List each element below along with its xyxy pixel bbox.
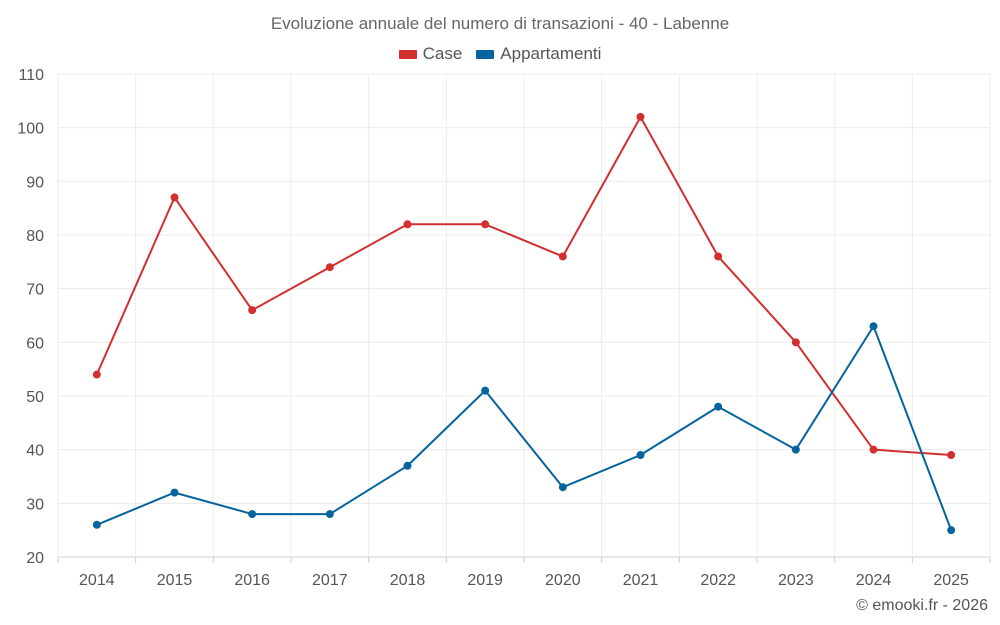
data-point-appartamenti[interactable] bbox=[636, 451, 645, 460]
series-line-appartamenti bbox=[96, 325, 953, 531]
data-point-case[interactable] bbox=[714, 252, 723, 261]
data-point-case[interactable] bbox=[403, 220, 412, 229]
y-tick-label: 50 bbox=[26, 389, 44, 406]
legend: Case Appartamenti bbox=[0, 44, 1000, 64]
data-point-case[interactable] bbox=[869, 445, 878, 454]
x-tick-label: 2015 bbox=[157, 572, 193, 589]
data-point-appartamenti[interactable] bbox=[791, 445, 800, 454]
y-tick-label: 90 bbox=[26, 174, 44, 191]
credit-text: © emooki.fr - 2026 bbox=[856, 597, 988, 614]
x-tick-label: 2021 bbox=[623, 572, 659, 589]
data-point-case[interactable] bbox=[248, 306, 257, 315]
data-point-case[interactable] bbox=[170, 193, 179, 202]
y-tick-label: 30 bbox=[26, 496, 44, 513]
data-point-appartamenti[interactable] bbox=[558, 483, 567, 492]
data-point-appartamenti[interactable] bbox=[869, 322, 878, 331]
y-tick-label: 110 bbox=[18, 67, 44, 84]
data-point-appartamenti[interactable] bbox=[248, 510, 257, 519]
y-tick-label: 20 bbox=[26, 550, 44, 567]
data-point-case[interactable] bbox=[947, 451, 956, 460]
legend-item-case[interactable]: Case bbox=[398, 44, 463, 64]
legend-swatch-case bbox=[398, 49, 417, 59]
y-tick-label: 40 bbox=[26, 443, 44, 460]
x-tick-label: 2024 bbox=[856, 572, 892, 589]
data-point-case[interactable] bbox=[791, 338, 800, 347]
data-point-case[interactable] bbox=[481, 220, 490, 229]
y-tick-label: 60 bbox=[26, 335, 44, 352]
data-point-appartamenti[interactable] bbox=[325, 510, 334, 519]
series-line-case bbox=[95, 115, 952, 457]
data-point-appartamenti[interactable] bbox=[947, 526, 956, 535]
x-tick-label: 2017 bbox=[312, 572, 348, 589]
x-tick-label: 2014 bbox=[79, 572, 115, 589]
data-point-case[interactable] bbox=[325, 263, 334, 272]
data-point-case[interactable] bbox=[558, 252, 567, 261]
legend-item-appartamenti[interactable]: Appartamenti bbox=[476, 44, 601, 64]
x-tick-label: 2022 bbox=[700, 572, 736, 589]
y-tick-label: 80 bbox=[26, 228, 44, 245]
x-tick-label: 2025 bbox=[933, 572, 969, 589]
data-point-appartamenti[interactable] bbox=[170, 488, 179, 497]
legend-label-appartamenti: Appartamenti bbox=[500, 44, 602, 63]
y-tick-label: 70 bbox=[26, 282, 44, 299]
data-point-case[interactable] bbox=[92, 370, 101, 379]
legend-swatch-appartamenti bbox=[476, 49, 495, 59]
data-point-appartamenti[interactable] bbox=[481, 386, 490, 395]
x-tick-label: 2023 bbox=[778, 572, 814, 589]
data-point-appartamenti[interactable] bbox=[714, 402, 723, 411]
legend-label-case: Case bbox=[422, 44, 463, 63]
chart-title: Evoluzione annuale del numero di transaz… bbox=[270, 14, 730, 33]
x-tick-label: 2020 bbox=[545, 572, 581, 589]
data-point-appartamenti[interactable] bbox=[92, 520, 101, 529]
data-point-case[interactable] bbox=[636, 112, 645, 121]
x-tick-label: 2016 bbox=[234, 572, 270, 589]
data-point-appartamenti[interactable] bbox=[403, 461, 412, 470]
x-tick-label: 2018 bbox=[390, 572, 426, 589]
x-tick-label: 2019 bbox=[467, 572, 503, 589]
y-tick-label: 100 bbox=[17, 121, 44, 138]
